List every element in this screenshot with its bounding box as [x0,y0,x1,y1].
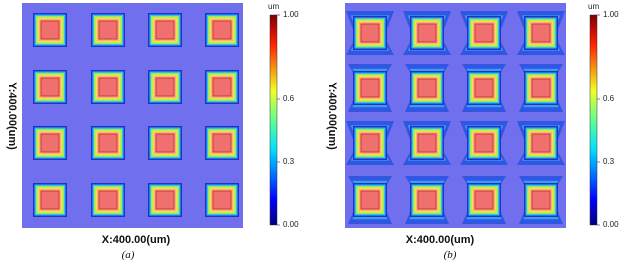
pad [155,190,175,210]
pad [212,190,232,210]
pad [98,133,118,153]
caption: (b) [444,249,457,261]
pad [531,78,551,98]
pad [98,20,118,40]
pad [360,190,380,210]
colorbar-tick-label: 1.00 [603,10,619,19]
colorbar-unit: um [268,2,279,11]
pad [155,133,175,153]
colorbar-tick-label: 0.00 [283,220,299,229]
colorbar-tick-label: 0.3 [603,157,615,166]
pad [40,133,60,153]
pad [360,133,380,153]
squares [33,11,565,224]
pad [155,77,175,97]
colorbar-tick-label: 0.3 [283,157,295,166]
x-axis-label: X:400.00(um) [102,234,171,246]
colorbar-unit: um [588,2,599,11]
pad [40,20,60,40]
pad [40,190,60,210]
pad [417,133,437,153]
pad [155,20,175,40]
pad [360,23,380,43]
x-axis-label: X:400.00(um) [406,234,475,246]
colorbar-tick-label: 0.6 [283,94,295,103]
pad [531,190,551,210]
colorbar [269,14,278,226]
colorbar-tick-label: 0.6 [603,94,615,103]
y-axis-label: Y:400.00(um) [6,82,18,150]
colorbar [589,14,598,226]
pad [417,78,437,98]
pad [212,20,232,40]
pad [360,78,380,98]
colorbar-tick-label: 1.00 [283,10,299,19]
pad [417,23,437,43]
pad [212,133,232,153]
pad [417,190,437,210]
pad [98,190,118,210]
pad [40,77,60,97]
pad [474,23,494,43]
colorbar-tick-label: 0.00 [603,220,619,229]
pad [531,23,551,43]
pad [98,77,118,97]
pad [474,78,494,98]
pad [474,190,494,210]
pad [212,77,232,97]
caption: (a) [122,249,135,261]
y-axis-label: Y:400.00(um) [326,82,338,150]
pad [531,133,551,153]
pad [474,133,494,153]
